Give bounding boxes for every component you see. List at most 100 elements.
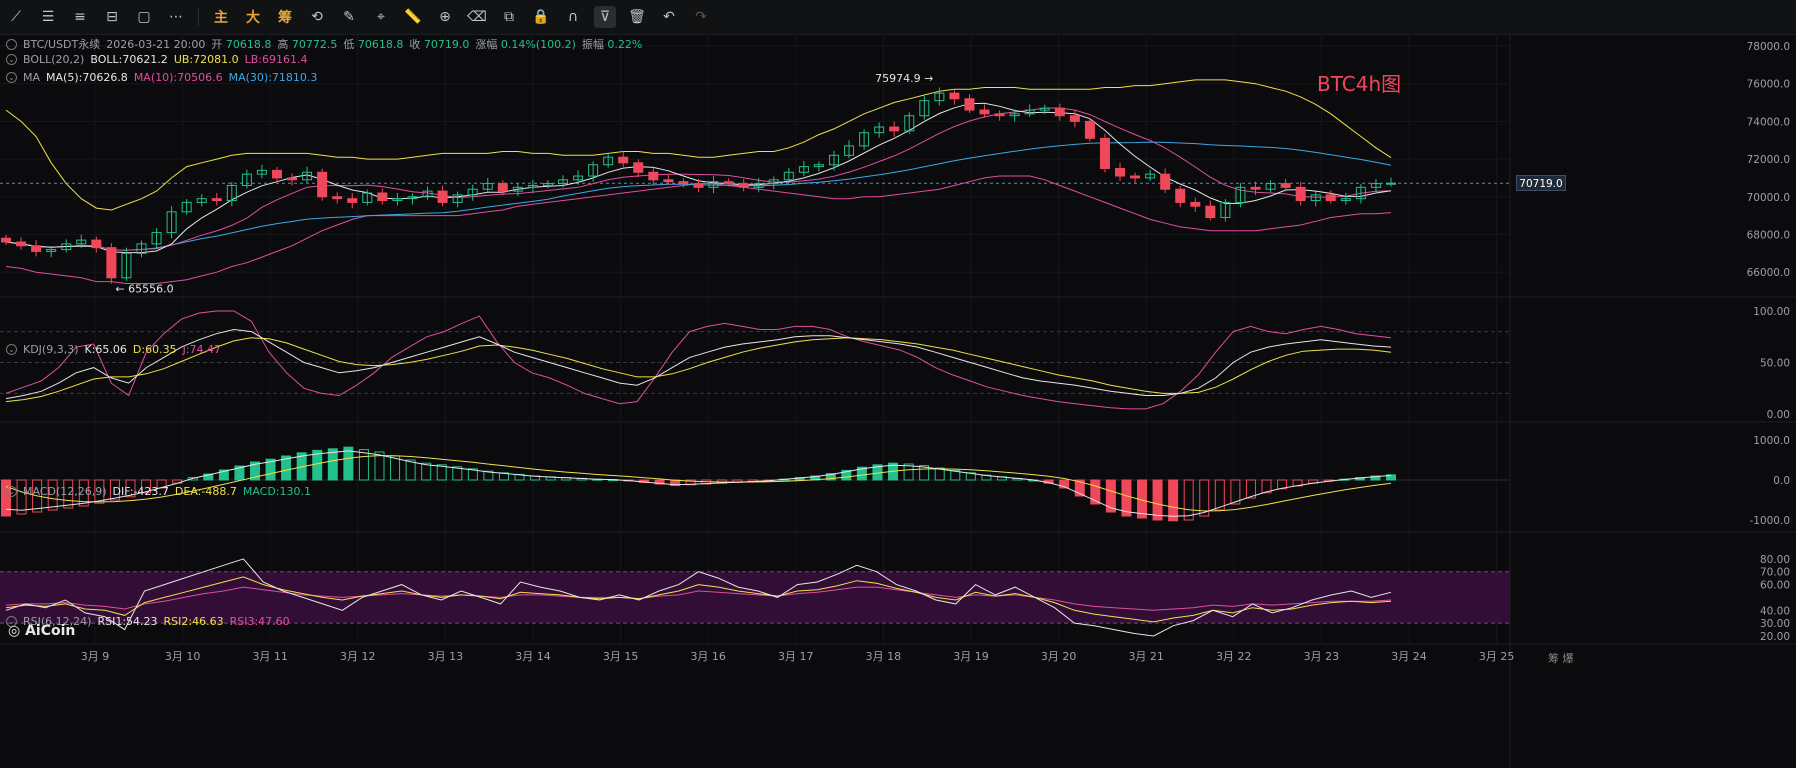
macd-histogram-bar: [436, 464, 447, 481]
candle-body: [437, 190, 448, 203]
zoom-tool-icon[interactable]: ⊕: [439, 9, 451, 25]
corner-buttons[interactable]: 筹 爆: [1548, 652, 1574, 665]
macd-histogram-bar: [1105, 479, 1116, 513]
candle-body: [422, 190, 433, 198]
high-label: 高: [277, 38, 289, 51]
candle-body: [512, 186, 523, 192]
fib-tool-icon[interactable]: ⊟: [106, 9, 118, 25]
indicator-settings-icon[interactable]: ⌄: [6, 616, 17, 627]
candle-body: [497, 183, 508, 192]
candle-body: [1069, 115, 1080, 122]
indicator-settings-icon[interactable]: ⌄: [6, 344, 17, 355]
macd-histogram-bar: [421, 462, 432, 481]
rsi-legend: ⌄ RSI(6,12,24) RSI1:54.23 RSI2:46.63 RSI…: [6, 615, 290, 628]
candle-body: [31, 245, 42, 252]
macd-histogram-bar: [1245, 479, 1256, 499]
x-tick-label: 3月 16: [690, 650, 726, 663]
macd-histogram-bar: [265, 458, 276, 481]
select-tool-icon[interactable]: ⌖: [377, 9, 385, 25]
candle-body: [1265, 183, 1276, 190]
candle-body: [558, 179, 569, 185]
channel-tool-icon[interactable]: ≡: [74, 9, 86, 25]
trendline-tool-icon[interactable]: ⟋: [11, 9, 21, 25]
macd-histogram-bar: [654, 479, 665, 485]
indicator-toggle-2[interactable]: 大: [246, 10, 260, 26]
compare-tool-icon[interactable]: ⧉: [504, 9, 514, 25]
kdj-legend: ⌄ KDJ(9,3,3) K:65.06 D:60.35 J:74.47: [6, 343, 221, 356]
low-value: 70618.8: [357, 38, 404, 51]
indicator-toggle-3[interactable]: 筹: [278, 10, 292, 26]
rsi-tick-label: 80.00: [1760, 554, 1790, 566]
rectangle-tool-icon[interactable]: ▢: [137, 9, 151, 25]
indicator-settings-icon[interactable]: ⌄: [6, 72, 17, 83]
price-tick-label: 74000.0: [1747, 116, 1790, 128]
candle-body: [166, 211, 177, 234]
indicator-settings-icon[interactable]: ⌄: [6, 54, 17, 65]
low-annotation: ← 65556.0: [115, 283, 173, 296]
candle-body: [362, 192, 373, 203]
candle-body: [904, 115, 915, 132]
candle-body: [919, 100, 930, 117]
ma-legend: ⌄ MA MA(5):70626.8 MA(10):70506.6 MA(30)…: [6, 71, 317, 84]
brush-tool-icon[interactable]: ✎: [343, 9, 355, 25]
high-value: 70772.5: [291, 38, 338, 51]
horizontal-lines-icon[interactable]: ☰: [41, 9, 55, 25]
ma5-line: [5, 102, 1392, 254]
macd-histogram-bar: [109, 479, 120, 501]
macd-histogram-bar: [343, 446, 354, 481]
indicator-toggle-1[interactable]: 主: [214, 10, 228, 26]
candle-body: [633, 162, 644, 173]
x-tick-label: 3月 20: [1041, 650, 1077, 663]
magnet-tool-icon[interactable]: ∩: [567, 9, 579, 25]
indicator-settings-icon[interactable]: ⌄: [6, 486, 17, 497]
kdj-k: K:65.06: [84, 343, 127, 356]
candle-body: [994, 113, 1005, 117]
lock-tool-icon[interactable]: 🔒: [532, 9, 550, 25]
candle-body: [377, 192, 388, 202]
macd-histogram-bar: [965, 472, 976, 481]
candle-body: [738, 183, 749, 188]
rsi3-line: [5, 586, 1392, 611]
candle-body: [1190, 201, 1201, 207]
x-tick-label: 3月 9: [81, 650, 110, 663]
candle-body: [302, 171, 313, 181]
rsi-tick-label: 30.00: [1760, 618, 1790, 630]
rsi2-value: RSI2:46.63: [163, 615, 224, 628]
x-tick-label: 3月 23: [1304, 650, 1340, 663]
x-tick-label: 3月 18: [866, 650, 902, 663]
ruler-tool-icon[interactable]: 📏: [404, 9, 422, 25]
candle-body: [181, 201, 192, 213]
macd-histogram-bar: [405, 459, 416, 481]
candle-body: [798, 166, 809, 173]
delete-tool-icon[interactable]: 🗑: [628, 9, 646, 25]
candle-body: [392, 198, 403, 202]
macd-histogram-bar: [1, 479, 11, 517]
macd-histogram-bar: [1199, 479, 1210, 517]
candle-body: [753, 183, 764, 188]
candle-body: [271, 169, 282, 179]
price-chart[interactable]: 3月 9 3月 10 3月 11 3月 12 3月 13 3月 14 3月 15 3月 16 3…: [0, 34, 1796, 768]
candle-body: [76, 239, 87, 245]
candle-body: [1205, 205, 1216, 218]
x-tick-label: 3月 21: [1128, 650, 1164, 663]
rsi-tick-label: 60.00: [1760, 580, 1790, 592]
boll-mid: BOLL:70621.2: [90, 53, 168, 66]
candle-body: [723, 181, 734, 185]
filter-tool-icon[interactable]: ⊽: [594, 6, 616, 28]
candle-body: [1024, 109, 1035, 115]
redo-icon[interactable]: ↷: [695, 9, 707, 25]
amp-value: 0.22%: [607, 38, 643, 51]
eraser-tool-icon[interactable]: ⌫: [467, 9, 487, 25]
undo-icon[interactable]: ↶: [663, 9, 675, 25]
more-tools-icon[interactable]: ⋯: [169, 9, 183, 25]
macd-histogram-bar: [1090, 479, 1101, 505]
macd-histogram-bar: [934, 467, 945, 481]
candle-body: [1145, 173, 1156, 179]
price-tick-label: 76000.0: [1747, 79, 1790, 91]
macd-histogram-bar: [1059, 479, 1070, 489]
x-tick-label: 3月 15: [603, 650, 639, 663]
macd-histogram-bar: [125, 479, 136, 498]
rotate-tool-icon[interactable]: ⟲: [311, 9, 323, 25]
rsi2-line: [5, 576, 1392, 623]
eye-icon[interactable]: [6, 38, 17, 50]
